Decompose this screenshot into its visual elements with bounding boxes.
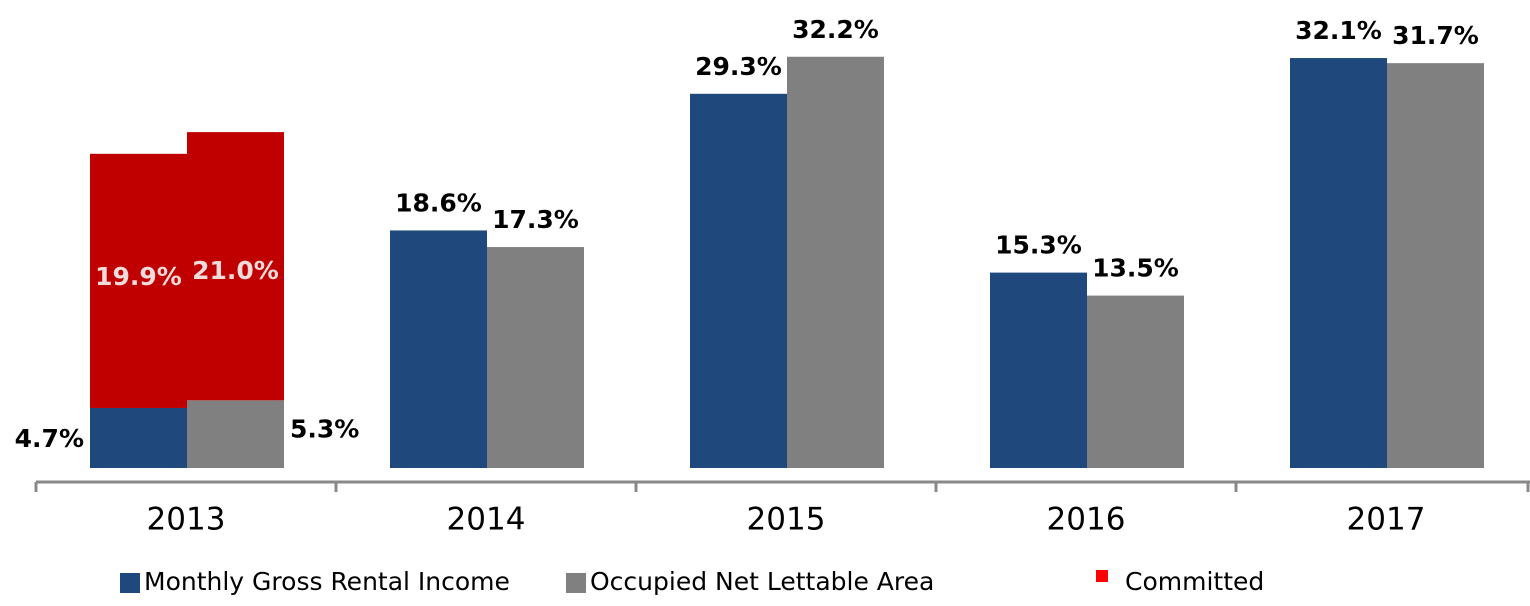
value-label: 4.7% [15, 424, 84, 453]
legend-label: Committed [1125, 567, 1264, 596]
bar [90, 407, 187, 468]
legend-swatch [120, 573, 140, 593]
committed-bar [187, 132, 284, 401]
value-label: 13.5% [1092, 254, 1179, 283]
legend-swatch [1096, 570, 1108, 582]
x-tick-label: 2017 [1347, 502, 1426, 538]
legend-label: Monthly Gross Rental Income [144, 567, 510, 596]
x-tick-label: 2015 [747, 502, 826, 538]
value-label: 18.6% [395, 188, 482, 217]
x-tick-label: 2013 [147, 502, 226, 538]
committed-label: 19.9% [95, 262, 182, 291]
legend-label: Occupied Net Lettable Area [590, 567, 934, 596]
x-tick-label: 2014 [447, 502, 526, 538]
legend-swatch [566, 573, 586, 593]
value-label: 17.3% [492, 205, 579, 234]
value-label: 5.3% [290, 414, 359, 443]
value-label: 15.3% [995, 231, 1082, 260]
value-label: 32.1% [1295, 16, 1382, 45]
bar [187, 400, 284, 468]
value-label: 32.2% [792, 15, 879, 44]
bar [1290, 58, 1387, 469]
bar [390, 230, 487, 468]
bar [487, 247, 584, 468]
committed-label: 21.0% [192, 256, 279, 285]
bar [990, 272, 1087, 468]
committed-bar [90, 153, 187, 408]
x-tick-label: 2016 [1047, 502, 1126, 538]
bar [690, 93, 787, 468]
bar [1387, 63, 1484, 468]
value-label: 29.3% [695, 52, 782, 81]
bar [787, 56, 884, 468]
bar [1087, 295, 1184, 468]
value-label: 31.7% [1392, 21, 1479, 50]
